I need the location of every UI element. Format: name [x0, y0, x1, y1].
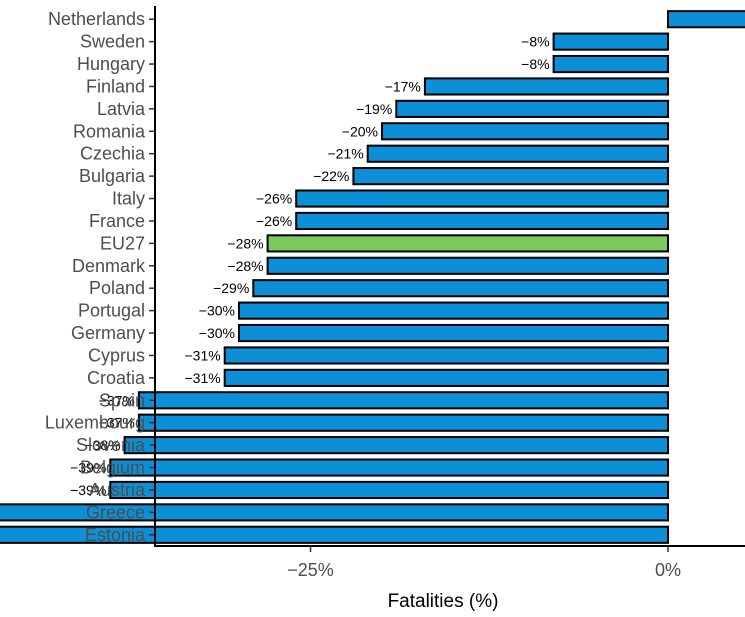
category-label-slovenia: Slovenia: [76, 435, 146, 455]
bars-group: [0, 10, 745, 544]
data-label-austria: −39%: [70, 482, 106, 498]
data-label-bulgaria: −22%: [313, 168, 349, 184]
data-label-cyprus: −31%: [184, 347, 220, 363]
bar-france: [295, 211, 669, 231]
category-label-belgium: Belgium: [80, 458, 145, 478]
category-label-cyprus: Cyprus: [88, 345, 145, 365]
bar-sweden: [552, 32, 669, 51]
data-label-germany: −30%: [199, 325, 235, 341]
bar-hungary: [552, 54, 669, 74]
category-label-netherlands: Netherlands: [48, 9, 145, 29]
x-tick-label: 0%: [655, 560, 681, 580]
category-label-finland: Finland: [86, 76, 145, 96]
x-axis-title: Fatalities (%): [388, 591, 499, 612]
data-label-portugal: −30%: [199, 303, 235, 319]
data-label-romania: −20%: [342, 123, 378, 139]
category-label-italy: Italy: [112, 189, 145, 209]
bar-cyprus: [223, 346, 669, 365]
category-label-austria: Austria: [89, 480, 146, 500]
data-label-czechia: −21%: [327, 146, 363, 162]
data-label-latvia: −19%: [356, 101, 392, 117]
category-label-czechia: Czechia: [80, 144, 146, 164]
category-label-france: France: [89, 211, 145, 231]
data-label-sweden: −8%: [521, 34, 549, 50]
bar-germany: [238, 323, 669, 343]
category-label-hungary: Hungary: [77, 54, 145, 74]
bar-italy: [295, 189, 669, 208]
data-labels-group: 6%−8%−8%−17%−19%−20%−21%−22%−26%−26%−28%…: [70, 34, 550, 498]
bar-austria: [109, 480, 670, 500]
bar-luxembourg: [137, 413, 669, 432]
bar-netherlands: [667, 10, 745, 29]
bar-portugal: [238, 301, 669, 320]
category-label-estonia: Estonia: [85, 525, 146, 545]
category-label-eu27: EU27: [100, 233, 145, 253]
data-label-spain: −37%: [99, 392, 135, 408]
category-label-luxembourg: Luxembourg: [45, 413, 145, 433]
category-label-sweden: Sweden: [80, 32, 145, 52]
bar-belgium: [109, 458, 670, 477]
data-label-finland: −17%: [385, 78, 421, 94]
bar-estonia: [0, 525, 669, 544]
bar-eu27: [266, 234, 669, 253]
bar-bulgaria: [352, 167, 669, 186]
data-label-denmark: −28%: [227, 258, 263, 274]
bar-finland: [423, 77, 669, 96]
data-label-eu27: −28%: [227, 235, 263, 251]
bar-romania: [381, 122, 669, 141]
data-label-hungary: −8%: [521, 56, 549, 72]
x-tick-label: −25%: [287, 560, 334, 580]
category-label-germany: Germany: [71, 323, 145, 343]
x-ticks-group: −50%−25%0%: [287, 546, 681, 580]
data-label-france: −26%: [256, 213, 292, 229]
category-label-portugal: Portugal: [78, 301, 145, 321]
category-label-croatia: Croatia: [87, 368, 146, 388]
bar-greece: [0, 503, 669, 522]
category-label-latvia: Latvia: [97, 99, 146, 119]
bar-czechia: [366, 144, 669, 163]
data-label-slovenia: −38%: [84, 437, 120, 453]
data-label-croatia: −31%: [184, 370, 220, 386]
data-label-italy: −26%: [256, 191, 292, 207]
category-label-romania: Romania: [73, 121, 146, 141]
bar-croatia: [223, 368, 669, 387]
bar-slovenia: [123, 436, 670, 455]
bar-latvia: [395, 99, 669, 118]
category-label-poland: Poland: [89, 278, 145, 298]
category-label-greece: Greece: [86, 502, 145, 522]
category-label-denmark: Denmark: [72, 256, 146, 276]
category-label-bulgaria: Bulgaria: [79, 166, 146, 186]
bar-denmark: [266, 256, 669, 275]
bar-spain: [137, 391, 669, 410]
data-label-luxembourg: −37%: [99, 415, 135, 431]
data-label-poland: −29%: [213, 280, 249, 296]
data-label-belgium: −39%: [70, 460, 106, 476]
bar-poland: [252, 279, 670, 298]
category-label-spain: Spain: [99, 390, 145, 410]
